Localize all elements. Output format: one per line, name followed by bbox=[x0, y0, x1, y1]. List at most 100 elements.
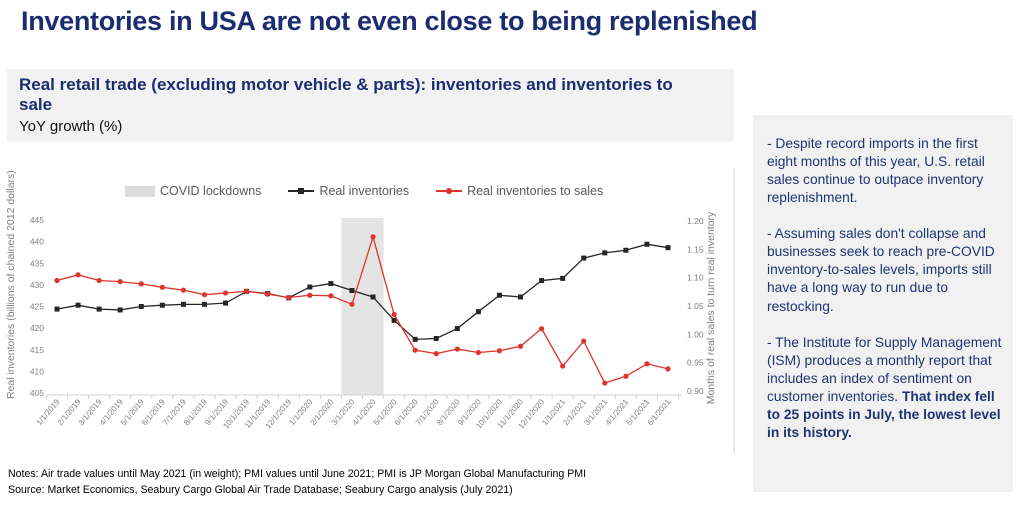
red-line-swatch-icon bbox=[436, 188, 463, 194]
notes-line: Notes: Air trade values until May 2021 (… bbox=[8, 468, 587, 480]
data-point-circle bbox=[538, 326, 545, 332]
covid-band-swatch-icon bbox=[125, 185, 155, 197]
data-point-circle bbox=[349, 301, 355, 307]
data-point-circle bbox=[665, 366, 671, 372]
data-point-square bbox=[560, 275, 566, 281]
data-point-square bbox=[328, 281, 334, 287]
data-point-circle bbox=[265, 291, 271, 297]
data-point-square bbox=[370, 294, 376, 300]
data-point-circle bbox=[517, 343, 524, 349]
data-point-square bbox=[475, 309, 481, 315]
legend-item-covid-lockdowns: COVID lockdowns bbox=[125, 184, 261, 198]
data-point-circle bbox=[75, 272, 81, 278]
legend-label: Real inventories bbox=[319, 184, 410, 198]
right-axis-tick-label: 0.90 bbox=[687, 386, 704, 396]
commentary-panel: - Despite record imports in the first ei… bbox=[753, 115, 1013, 492]
data-point-square bbox=[307, 284, 313, 290]
right-axis-tick-label: 1.05 bbox=[687, 301, 704, 311]
series-line-real-inventories bbox=[56, 243, 669, 341]
data-point-circle bbox=[581, 338, 587, 344]
data-point-circle bbox=[286, 294, 292, 301]
page-title: Inventories in USA are not even close to… bbox=[21, 6, 758, 36]
data-point-square bbox=[412, 336, 418, 342]
footnotes: Notes: Air trade values until May 2021 (… bbox=[8, 467, 748, 499]
commentary-paragraph: - Assuming sales don't collapse and busi… bbox=[767, 226, 995, 314]
commentary-paragraph: - Despite record imports in the first ei… bbox=[767, 136, 985, 206]
data-point-square bbox=[433, 336, 439, 342]
data-point-circle bbox=[496, 348, 503, 354]
chart-canvas: 445 440 435 430 425 420 415 410 405 1.20 1.15 1.10 1… bbox=[5, 168, 735, 454]
data-point-circle bbox=[328, 293, 334, 299]
data-point-square bbox=[75, 302, 81, 308]
data-point-square bbox=[117, 307, 123, 313]
covid-lockdown-band bbox=[341, 218, 384, 395]
left-axis-tick-label: 440 bbox=[30, 237, 44, 247]
commentary-paragraph: - The Institute for Supply Management (I… bbox=[767, 334, 1002, 440]
right-axis-title: Months of real sales to turn real invent… bbox=[705, 211, 717, 404]
data-point-square bbox=[539, 278, 545, 284]
data-point-square bbox=[96, 306, 102, 312]
data-point-circle bbox=[454, 346, 460, 352]
series-line-real-inventories-to-sales bbox=[56, 234, 669, 384]
data-point-circle bbox=[475, 349, 481, 356]
data-point-circle bbox=[391, 311, 397, 318]
right-axis-tick-label: 1.10 bbox=[687, 273, 704, 283]
legend-label: COVID lockdowns bbox=[160, 184, 262, 198]
data-point-circle bbox=[307, 292, 313, 298]
data-point-circle bbox=[138, 281, 144, 287]
x-axis-tick-label: 6/1/2021 bbox=[646, 397, 673, 427]
data-point-circle bbox=[117, 279, 123, 285]
left-axis-tick-label: 405 bbox=[30, 388, 44, 398]
data-point-square bbox=[138, 304, 144, 309]
source-line: Source: Market Economics, Seabury Cargo … bbox=[8, 483, 513, 496]
left-axis-tick-label: 435 bbox=[30, 258, 44, 268]
right-axis-tick-label: 1.20 bbox=[687, 216, 704, 226]
data-point-circle bbox=[644, 361, 650, 367]
left-axis-tick-label: 430 bbox=[30, 280, 44, 290]
legend-item-real-inventories-to-sales: Real inventories to sales bbox=[436, 184, 603, 198]
right-axis-tick-label: 0.95 bbox=[687, 358, 704, 368]
data-point-circle bbox=[560, 363, 566, 369]
left-axis-tick-label: 420 bbox=[30, 323, 44, 333]
data-point-circle bbox=[370, 234, 376, 240]
chart-subtitle-box: Real retail trade (excluding motor vehic… bbox=[7, 69, 734, 142]
data-point-circle bbox=[602, 380, 608, 386]
data-point-square bbox=[223, 300, 229, 306]
chart-unit-label: YoY growth (%) bbox=[19, 118, 123, 136]
data-point-square bbox=[54, 306, 60, 312]
black-line-swatch-icon bbox=[288, 188, 315, 194]
data-point-circle bbox=[623, 373, 629, 379]
line-chart: 445 440 435 430 425 420 415 410 405 1.20 1.15 1.10 1… bbox=[0, 152, 745, 472]
data-point-square bbox=[159, 302, 165, 308]
left-axis-tick-label: 425 bbox=[30, 302, 44, 312]
chart-heading: Real retail trade (excluding motor vehic… bbox=[19, 75, 673, 115]
data-point-square bbox=[496, 292, 502, 298]
left-axis-tick-label: 445 bbox=[30, 215, 44, 225]
data-point-circle bbox=[201, 292, 208, 298]
data-point-square bbox=[665, 245, 671, 251]
chart-legend: COVID lockdowns Real inventories Real in… bbox=[125, 184, 603, 198]
left-axis-title: Real inventories (billions of chained 20… bbox=[5, 170, 17, 399]
data-point-square bbox=[602, 250, 608, 256]
data-point-circle bbox=[180, 287, 187, 293]
data-point-square bbox=[454, 326, 460, 332]
data-point-circle bbox=[54, 277, 60, 284]
data-point-square bbox=[644, 241, 650, 247]
data-point-circle bbox=[433, 351, 439, 357]
data-point-circle bbox=[244, 288, 250, 294]
data-point-circle bbox=[96, 277, 102, 284]
right-axis-tick-label: 1.15 bbox=[687, 244, 704, 254]
data-point-square bbox=[201, 301, 207, 307]
data-point-circle bbox=[159, 284, 165, 290]
right-axis-tick-label: 1.00 bbox=[687, 329, 704, 339]
data-point-circle bbox=[412, 347, 418, 353]
data-point-square bbox=[623, 247, 629, 253]
data-point-square bbox=[518, 294, 524, 300]
data-point-square bbox=[180, 301, 186, 307]
data-point-square bbox=[349, 287, 355, 293]
data-point-square bbox=[581, 255, 587, 261]
legend-item-real-inventories: Real inventories bbox=[288, 184, 409, 198]
legend-label: Real inventories to sales bbox=[467, 184, 604, 198]
data-point-square bbox=[391, 317, 397, 323]
